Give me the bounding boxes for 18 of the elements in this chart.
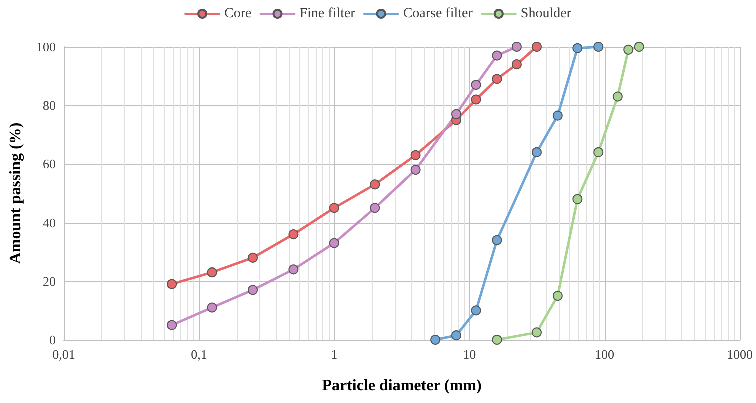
x-tick-label: 0,1 <box>191 347 208 362</box>
legend-label: Coarse filter <box>403 6 474 22</box>
y-tick-label: 80 <box>43 98 56 114</box>
y-tick-label: 20 <box>43 274 56 289</box>
x-tick-label: 1000 <box>727 347 753 362</box>
y-tick-label: 60 <box>43 156 56 172</box>
y-tick-label: 40 <box>43 215 56 230</box>
x-axis-title: Particle diameter (mm) <box>322 378 482 394</box>
legend-label: Shoulder <box>520 6 572 22</box>
x-tick-label: 10 <box>463 347 476 362</box>
x-tick-label: 1 <box>331 347 338 362</box>
y-tick-label: 100 <box>36 40 56 54</box>
y-axis-title: Amount passing (%) <box>8 122 24 264</box>
y-tick-label: 0 <box>50 332 56 348</box>
legend-label: Fine filter <box>300 6 356 22</box>
legend-label: Core <box>224 6 252 22</box>
x-tick-label: 100 <box>595 347 615 362</box>
x-tick-label: 0,01 <box>52 347 76 362</box>
